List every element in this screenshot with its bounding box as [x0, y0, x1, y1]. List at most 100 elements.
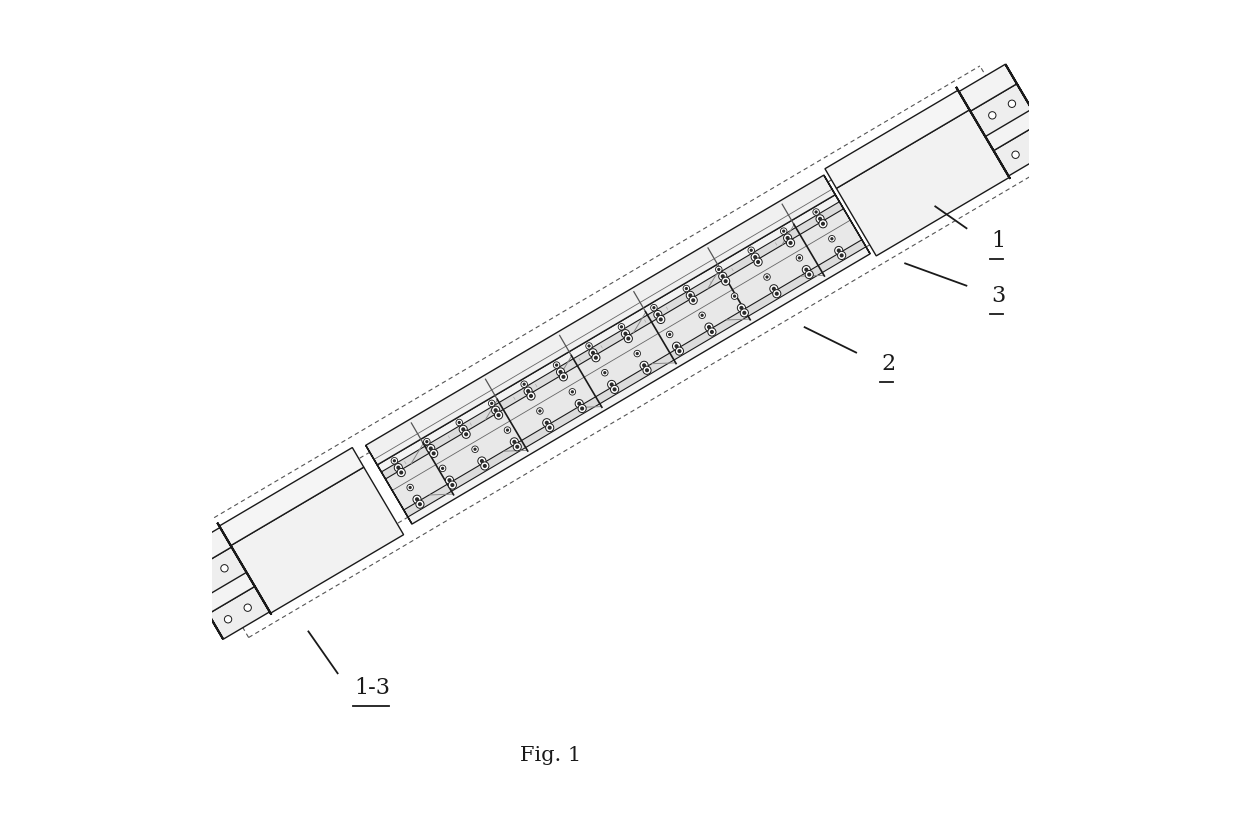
- Circle shape: [636, 352, 639, 355]
- Circle shape: [521, 381, 527, 387]
- Text: 2: 2: [882, 353, 895, 374]
- Polygon shape: [959, 65, 1017, 111]
- Polygon shape: [970, 84, 1032, 136]
- Circle shape: [1012, 151, 1019, 158]
- Circle shape: [805, 270, 813, 279]
- Circle shape: [815, 210, 817, 213]
- Circle shape: [575, 400, 583, 408]
- Circle shape: [621, 329, 630, 337]
- Circle shape: [221, 565, 228, 572]
- Circle shape: [668, 333, 671, 336]
- Circle shape: [709, 330, 714, 334]
- Circle shape: [831, 237, 833, 240]
- Circle shape: [548, 426, 552, 430]
- Circle shape: [562, 375, 565, 379]
- Polygon shape: [231, 467, 403, 614]
- Polygon shape: [366, 445, 412, 524]
- Circle shape: [397, 466, 401, 470]
- Polygon shape: [993, 123, 1055, 176]
- Circle shape: [408, 486, 412, 489]
- Circle shape: [807, 273, 811, 277]
- Circle shape: [719, 272, 727, 280]
- Circle shape: [427, 444, 435, 453]
- Circle shape: [413, 495, 422, 503]
- Circle shape: [601, 369, 608, 376]
- Circle shape: [415, 500, 424, 508]
- Circle shape: [640, 361, 649, 369]
- Polygon shape: [219, 448, 363, 546]
- Circle shape: [624, 334, 632, 342]
- Circle shape: [743, 310, 746, 315]
- Circle shape: [717, 268, 720, 271]
- Polygon shape: [1006, 65, 1055, 149]
- Circle shape: [796, 255, 802, 261]
- Polygon shape: [382, 202, 843, 479]
- Circle shape: [495, 411, 502, 419]
- Circle shape: [553, 362, 559, 368]
- Circle shape: [463, 431, 470, 439]
- Circle shape: [784, 234, 791, 242]
- Circle shape: [224, 615, 232, 623]
- Circle shape: [578, 404, 587, 413]
- Circle shape: [432, 451, 435, 455]
- Polygon shape: [404, 239, 866, 517]
- Circle shape: [675, 344, 678, 348]
- Circle shape: [510, 438, 518, 446]
- Circle shape: [594, 355, 598, 359]
- Circle shape: [591, 350, 595, 355]
- Circle shape: [677, 349, 682, 353]
- Circle shape: [764, 274, 770, 280]
- Circle shape: [828, 235, 836, 242]
- Polygon shape: [377, 194, 870, 524]
- Circle shape: [537, 408, 543, 414]
- Circle shape: [429, 446, 433, 450]
- Circle shape: [666, 331, 673, 337]
- Circle shape: [1032, 140, 1039, 147]
- Circle shape: [588, 344, 590, 347]
- Circle shape: [624, 332, 627, 336]
- Circle shape: [676, 347, 683, 355]
- Polygon shape: [982, 104, 1040, 150]
- Circle shape: [738, 304, 745, 312]
- Circle shape: [722, 277, 730, 285]
- Circle shape: [683, 285, 689, 292]
- Circle shape: [732, 292, 738, 299]
- Circle shape: [751, 253, 759, 261]
- Circle shape: [642, 364, 646, 368]
- Circle shape: [570, 391, 574, 394]
- Circle shape: [610, 386, 619, 394]
- Circle shape: [556, 364, 558, 367]
- Circle shape: [603, 371, 606, 374]
- Circle shape: [407, 484, 413, 491]
- Circle shape: [818, 217, 822, 221]
- Circle shape: [740, 309, 749, 317]
- Circle shape: [543, 418, 551, 426]
- Circle shape: [461, 427, 465, 431]
- Circle shape: [651, 305, 657, 311]
- Circle shape: [818, 220, 827, 228]
- Circle shape: [418, 502, 422, 507]
- Polygon shape: [837, 109, 1009, 256]
- Circle shape: [704, 323, 713, 331]
- Polygon shape: [386, 209, 862, 510]
- Circle shape: [780, 228, 787, 234]
- Circle shape: [634, 350, 641, 357]
- Circle shape: [610, 382, 614, 386]
- Circle shape: [481, 462, 489, 470]
- Circle shape: [715, 266, 722, 273]
- Circle shape: [538, 409, 542, 413]
- Circle shape: [515, 444, 520, 449]
- Circle shape: [613, 387, 616, 391]
- Circle shape: [456, 419, 463, 426]
- Circle shape: [733, 294, 737, 297]
- Circle shape: [429, 449, 438, 458]
- Polygon shape: [217, 523, 272, 614]
- Circle shape: [658, 318, 663, 322]
- Circle shape: [672, 342, 681, 350]
- Circle shape: [449, 481, 456, 489]
- Circle shape: [608, 381, 616, 389]
- Circle shape: [802, 266, 811, 274]
- Text: Fig. 1: Fig. 1: [520, 746, 582, 766]
- Circle shape: [619, 324, 625, 330]
- Circle shape: [441, 467, 444, 470]
